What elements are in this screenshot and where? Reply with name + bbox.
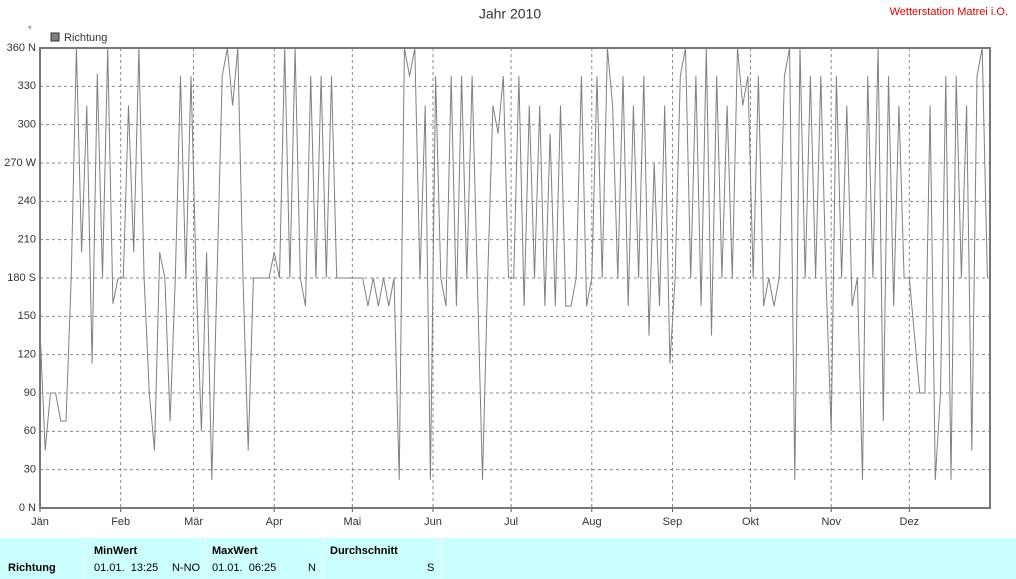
x-tick-label: Nov xyxy=(821,516,841,528)
legend-label: Richtung xyxy=(64,32,107,44)
x-tick-label: Apr xyxy=(266,516,283,528)
x-tick-label: Jul xyxy=(504,516,518,528)
cell: N xyxy=(308,562,316,574)
x-tick-label: Okt xyxy=(742,516,759,528)
y-tick-label: 60 xyxy=(24,425,36,437)
cell: N-NO xyxy=(172,562,201,574)
legend-swatch xyxy=(50,32,60,42)
x-tick-label: Sep xyxy=(663,516,683,528)
x-tick-label: Jän xyxy=(31,516,49,528)
col-header: Durchschnitt xyxy=(330,545,398,557)
cell: 01.01. 06:25 xyxy=(212,562,277,574)
x-tick-label: Dez xyxy=(900,516,920,528)
chart-title: Jahr 2010 xyxy=(479,6,541,22)
y-tick-label: 150 xyxy=(18,310,36,322)
y-tick-label: 300 xyxy=(18,119,36,131)
y-tick-label: 360 N xyxy=(7,42,36,54)
y-tick-label: 90 xyxy=(24,387,36,399)
y-tick-label: 120 xyxy=(18,349,36,361)
y-tick-label: 0 N xyxy=(19,502,36,514)
x-tick-label: Mai xyxy=(343,516,361,528)
stats-table: Richtung MinWert 01.01. 13:25 N-NO MaxWe… xyxy=(0,538,1016,579)
cell: 01.01. 13:25 xyxy=(94,562,159,574)
separator xyxy=(205,538,206,579)
data-line xyxy=(39,47,988,480)
x-tick-label: Feb xyxy=(111,516,130,528)
x-tick-label: Jun xyxy=(424,516,442,528)
y-tick-label: 210 xyxy=(18,234,36,246)
separator xyxy=(323,538,324,579)
x-tick-label: Aug xyxy=(582,516,602,528)
y-tick-label: 330 xyxy=(18,80,36,92)
plot-border xyxy=(39,47,991,509)
source: Wetterstation Matrei i.O. xyxy=(890,6,1008,18)
chart: Jahr 2010 Wetterstation Matrei i.O. ° Ri… xyxy=(4,6,1008,528)
y-tick-label: 30 xyxy=(24,464,36,476)
separator xyxy=(441,538,442,579)
y-axis-label: ° xyxy=(28,24,32,34)
y-tick-label: 270 W xyxy=(4,157,36,169)
separator xyxy=(85,538,86,579)
y-tick-label: 240 xyxy=(18,195,36,207)
y-tick-label: 180 S xyxy=(7,272,36,284)
col-header: MinWert xyxy=(94,545,138,557)
cell: S xyxy=(427,562,435,574)
col-header: MaxWert xyxy=(212,545,258,557)
row-label: Richtung xyxy=(8,562,56,574)
x-tick-label: Mär xyxy=(184,516,203,528)
